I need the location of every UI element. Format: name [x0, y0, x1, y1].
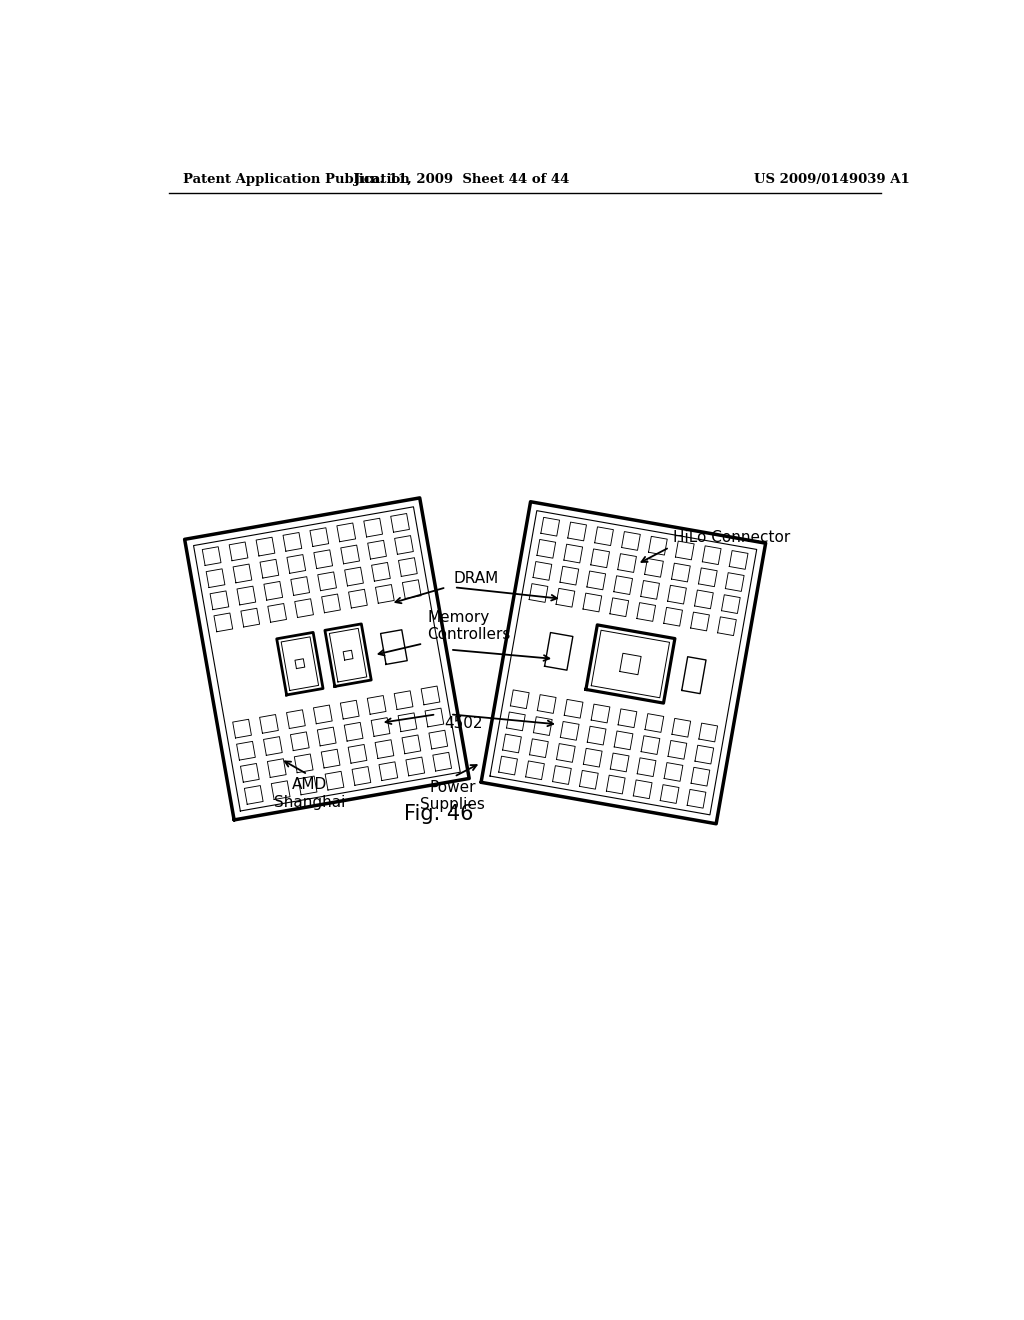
Text: AMD
Shanghai: AMD Shanghai — [273, 777, 345, 810]
Text: HiLo Connector: HiLo Connector — [674, 529, 791, 545]
Text: Power
Supplies: Power Supplies — [420, 780, 484, 812]
Text: US 2009/0149039 A1: US 2009/0149039 A1 — [755, 173, 910, 186]
Text: 4502: 4502 — [444, 715, 482, 731]
Text: Fig. 46: Fig. 46 — [403, 804, 473, 825]
Text: Memory
Controllers: Memory Controllers — [427, 610, 510, 642]
Text: Patent Application Publication: Patent Application Publication — [183, 173, 410, 186]
Text: Jun. 11, 2009  Sheet 44 of 44: Jun. 11, 2009 Sheet 44 of 44 — [354, 173, 569, 186]
Text: DRAM: DRAM — [454, 570, 500, 586]
